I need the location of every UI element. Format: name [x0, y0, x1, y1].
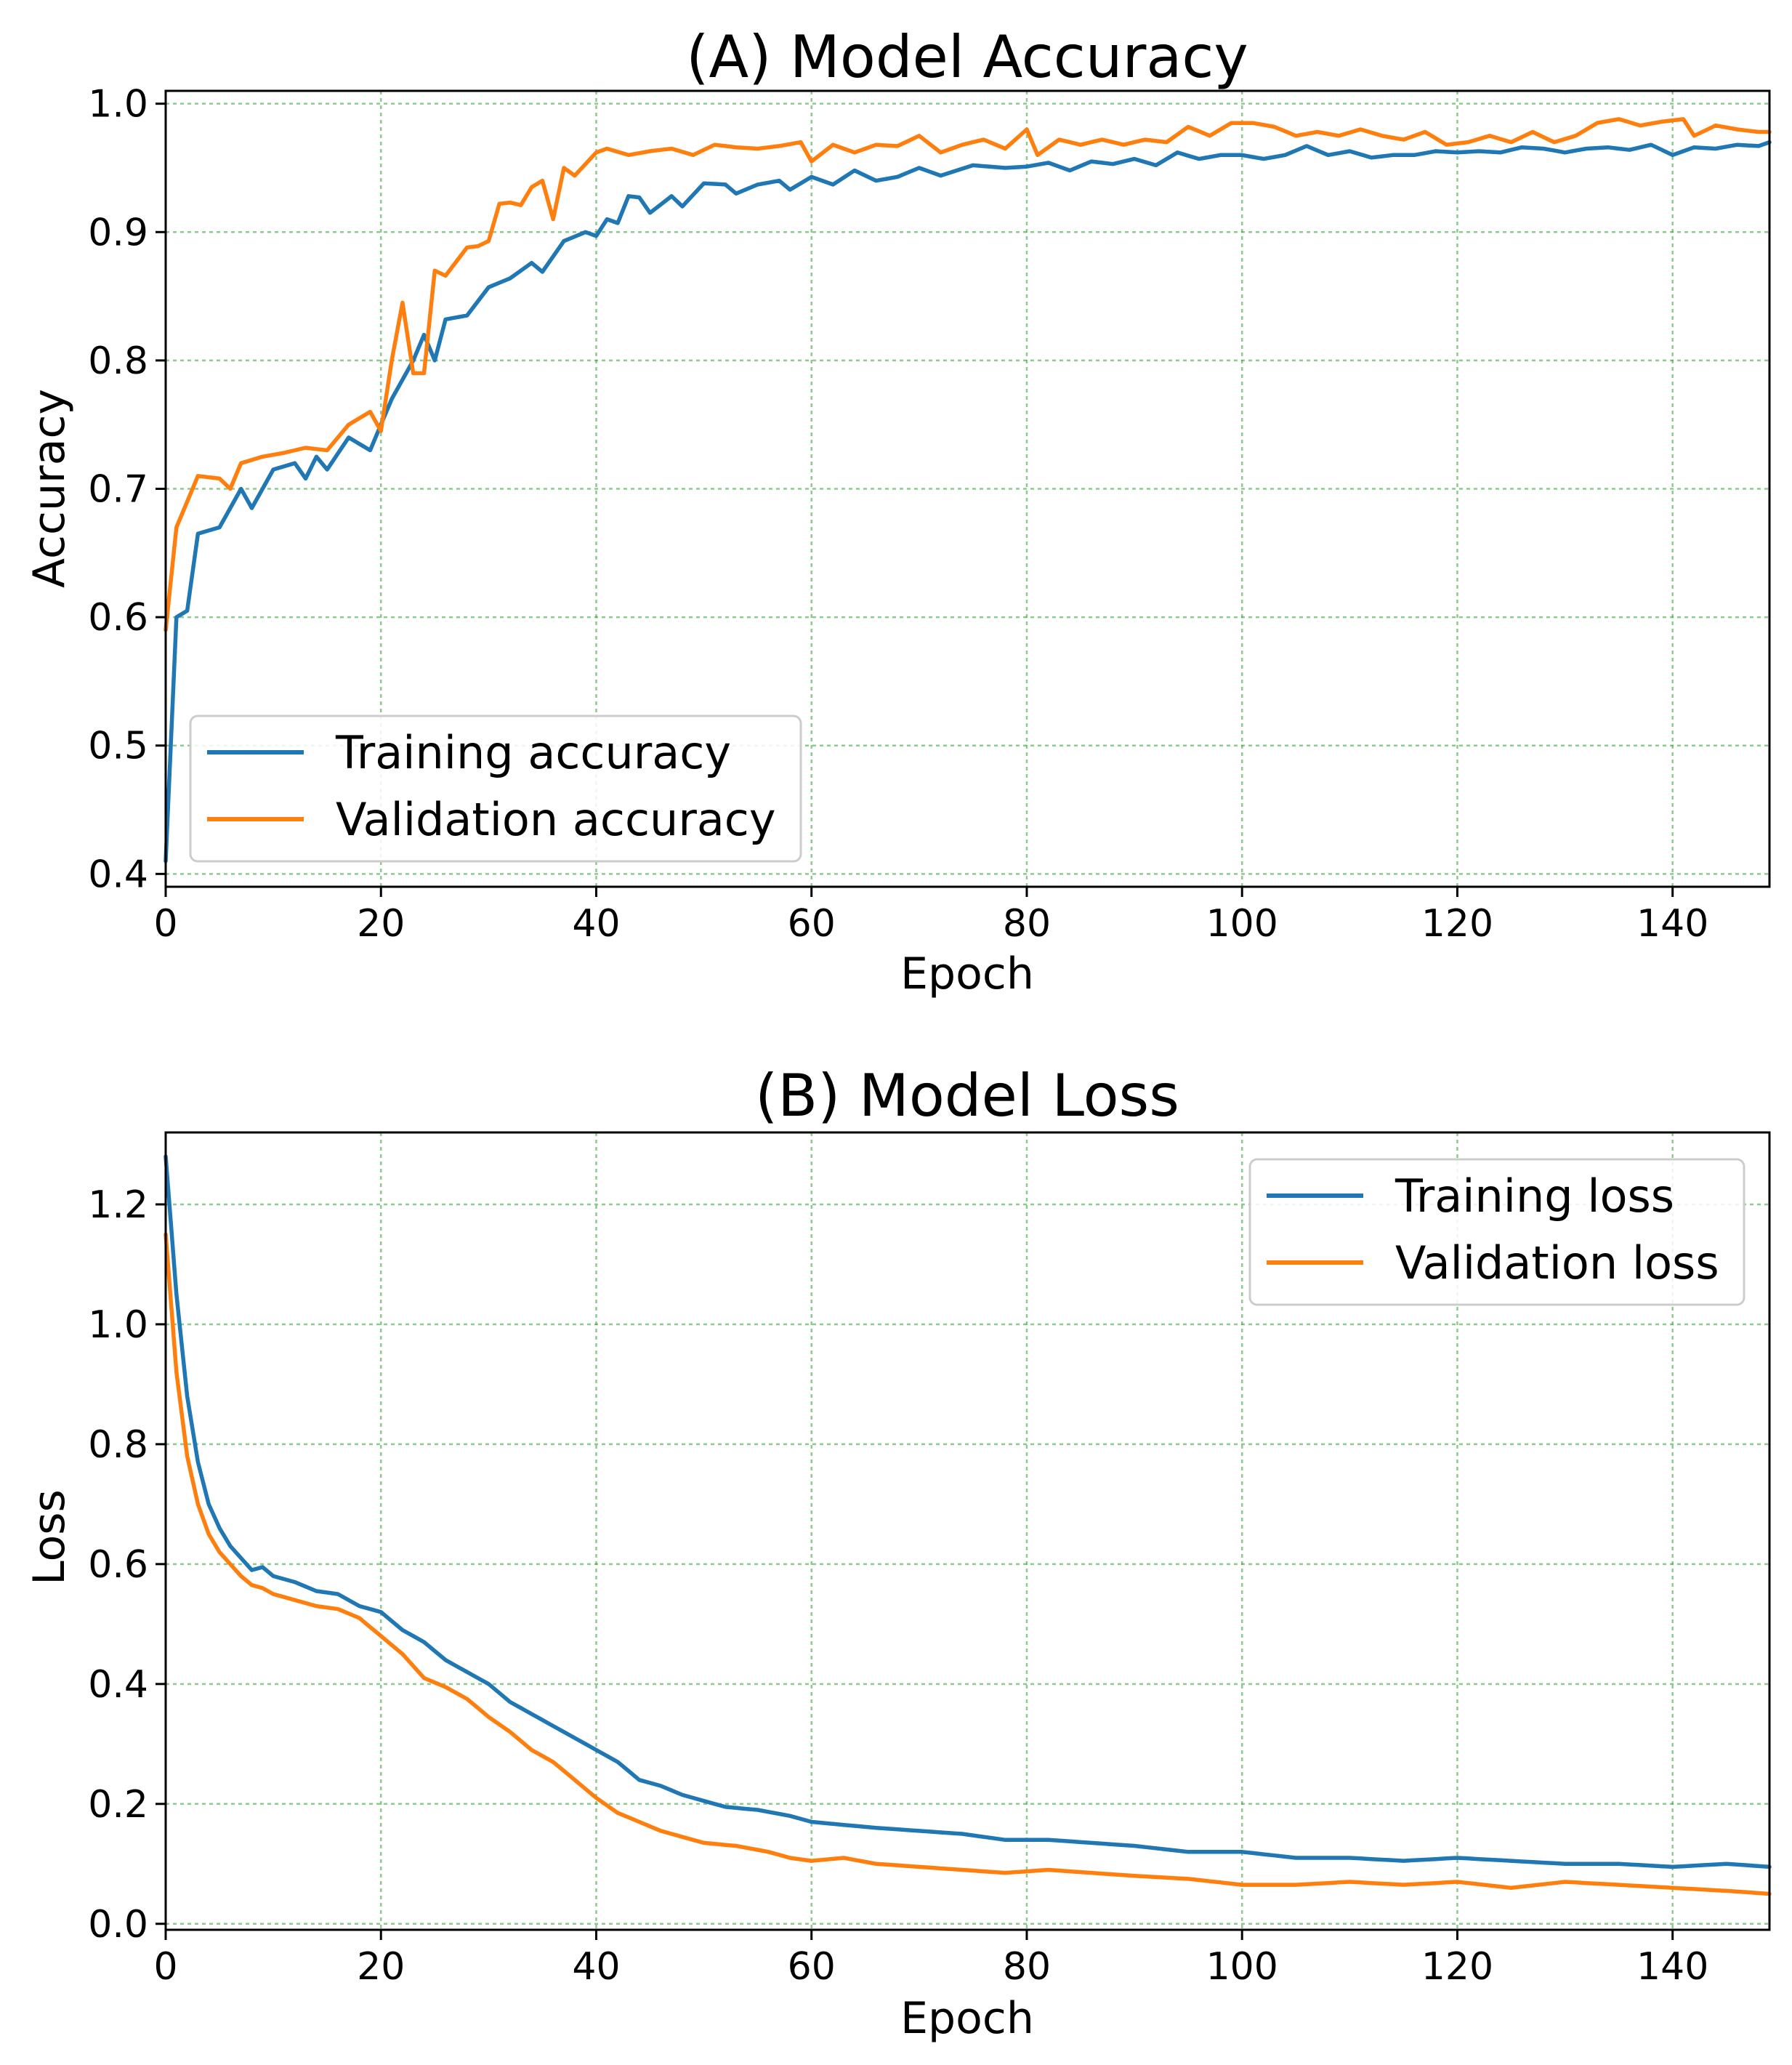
loss-y-tick-label: 0.6: [88, 1543, 148, 1587]
legend-label-validation-accuracy: Validation accuracy: [336, 793, 776, 846]
accuracy-y-tick-label: 0.7: [88, 468, 148, 512]
legend-label-training-accuracy: Training accuracy: [335, 726, 731, 779]
accuracy-x-axis-label: Epoch: [900, 949, 1034, 999]
loss-y-axis-label: Loss: [24, 1489, 75, 1585]
loss-y-tick-label: 0.0: [88, 1903, 148, 1947]
loss-grid: [164, 1132, 1769, 1930]
legend-label-training-loss: Training loss: [1395, 1170, 1674, 1223]
loss-x-axis-label: Epoch: [900, 1993, 1034, 2044]
loss-panel: (B) Model Loss 0 20 40 60 80 100 120 1400.00.20…: [24, 1062, 1772, 2044]
accuracy-y-tick-label: 0.5: [88, 725, 148, 768]
accuracy-y-tick-label: 0.9: [88, 211, 148, 254]
loss-axes-frame: [164, 1131, 1771, 1931]
accuracy-series-validation-accuracy: [164, 117, 1772, 632]
loss-ticks: 0 20 40 60 80 100 120 140 0.0 0.2 0.4 0.6 0.8 1.0 1.2: [88, 1183, 1708, 1989]
accuracy-legend: Training accuracy Validation accuracy: [189, 715, 802, 863]
accuracy-x-tick-label: 80: [1003, 902, 1051, 946]
accuracy-x-tick-label: 140: [1636, 902, 1708, 946]
loss-x-tick-label: 140: [1636, 1945, 1708, 1989]
loss-x-tick-label: 40: [572, 1945, 620, 1989]
loss-series-training-loss: [164, 1154, 1772, 1869]
loss-legend: Training loss Validation loss: [1248, 1158, 1745, 1306]
accuracy-x-tick-label: 0: [153, 902, 177, 946]
accuracy-x-tick-label: 40: [572, 902, 620, 946]
accuracy-y-axis-label: Accuracy: [24, 389, 75, 588]
loss-y-tick-label: 0.4: [88, 1663, 148, 1707]
loss-plot-area: [164, 1154, 1772, 1896]
loss-x-tick-label: 120: [1421, 1945, 1493, 1989]
loss-x-tick-label: 80: [1003, 1945, 1051, 1989]
accuracy-x-tick-label: 20: [357, 902, 405, 946]
accuracy-legend-box: [189, 715, 802, 863]
accuracy-y-tick-label: 1.0: [88, 83, 148, 126]
accuracy-plot-area: [164, 117, 1772, 864]
accuracy-series-training-accuracy: [164, 140, 1772, 864]
loss-y-tick-label: 1.2: [88, 1183, 148, 1227]
loss-title: (B) Model Loss: [755, 1062, 1179, 1130]
loss-legend-box: [1248, 1158, 1745, 1306]
loss-x-tick-label: 0: [153, 1945, 177, 1989]
accuracy-y-tick-label: 0.6: [88, 596, 148, 640]
accuracy-x-tick-label: 60: [788, 902, 836, 946]
loss-y-tick-label: 0.8: [88, 1423, 148, 1467]
accuracy-title: (A) Model Accuracy: [686, 23, 1248, 91]
accuracy-ticks: 0 20 40 60 80 100 120 140 0.4 0.5 0.6 0.7 0.8 0.9 1.0: [88, 83, 1708, 946]
loss-y-tick-label: 0.2: [88, 1783, 148, 1827]
accuracy-y-tick-label: 0.8: [88, 339, 148, 383]
legend-label-validation-loss: Validation loss: [1395, 1236, 1719, 1289]
loss-y-tick-label: 1.0: [88, 1303, 148, 1347]
loss-x-tick-label: 60: [788, 1945, 836, 1989]
accuracy-x-tick-label: 120: [1421, 902, 1493, 946]
loss-series-validation-loss: [164, 1232, 1772, 1896]
loss-x-tick-label: 20: [357, 1945, 405, 1989]
accuracy-y-tick-label: 0.4: [88, 853, 148, 896]
loss-x-tick-label: 100: [1206, 1945, 1278, 1989]
accuracy-x-tick-label: 100: [1206, 902, 1278, 946]
accuracy-panel: (A) Model Accuracy 0 20 40 60 80 100 120 140 0.4…: [24, 23, 1772, 999]
